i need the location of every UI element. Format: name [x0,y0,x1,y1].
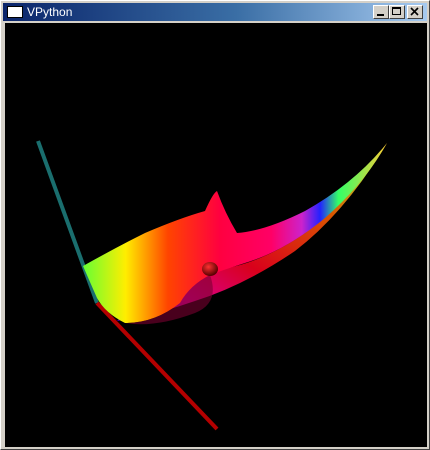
maximize-icon [392,7,401,15]
teal-axis [38,141,97,303]
title-bar[interactable]: VPython [3,3,427,21]
maximize-button[interactable] [389,5,405,19]
minimize-icon [377,14,384,16]
app-window-icon[interactable] [7,6,23,18]
close-icon [408,6,422,18]
red-sphere [202,262,218,276]
rainbow-surface [83,143,387,323]
close-button[interactable] [407,5,423,19]
scene-svg [5,23,427,447]
window-title: VPython [27,5,72,19]
3d-scene-canvas[interactable] [5,23,427,447]
minimize-button[interactable] [373,5,389,19]
